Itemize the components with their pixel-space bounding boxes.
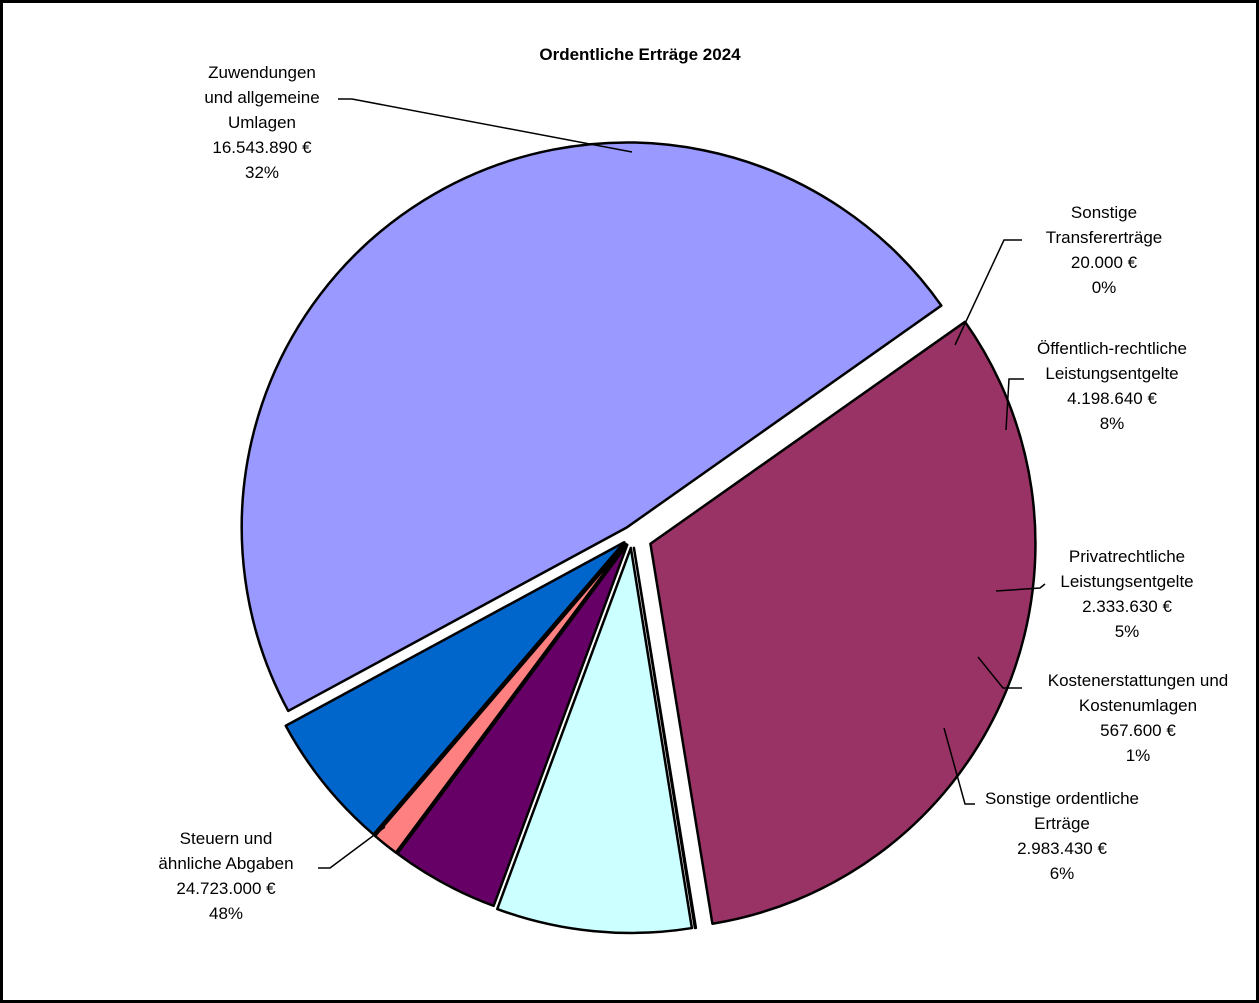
slice-label-name: Transfererträge bbox=[1046, 228, 1163, 247]
slice-label: Steuern und ähnliche Abgaben 24.723.000 € 4… bbox=[158, 829, 293, 923]
slice-percent-label: 48% bbox=[209, 904, 243, 923]
pie-slice-sonstige-transferertrage bbox=[632, 546, 698, 930]
pie-slice-privatrechtliche-leistungsentgelte bbox=[396, 543, 629, 908]
slice-label-name: Zuwendungen bbox=[208, 63, 316, 82]
slice-label-name: Umlagen bbox=[228, 113, 296, 132]
slice-label-name: Kostenumlagen bbox=[1079, 696, 1197, 715]
slice-label-name: Leistungsentgelte bbox=[1060, 572, 1193, 591]
slice-labels: Zuwendungen und allgemeine Umlagen 16.543.8… bbox=[158, 63, 1228, 923]
slice-value-label: 567.600 € bbox=[1100, 721, 1176, 740]
slice-percent-label: 32% bbox=[245, 163, 279, 182]
slice-percent-label: 0% bbox=[1092, 278, 1117, 297]
slice-percent-label: 6% bbox=[1050, 864, 1075, 883]
slice-label-name: ähnliche Abgaben bbox=[158, 854, 293, 873]
leader-line bbox=[1005, 378, 1024, 431]
leader-line bbox=[954, 239, 1022, 346]
slice-label: Sonstige ordentliche Erträge 2.983.430 € 6% bbox=[985, 789, 1139, 883]
pie-slice-kostenerstattungen-und-kostenumlagen bbox=[373, 542, 627, 854]
slice-label: Sonstige Transfererträge 20.000 € 0% bbox=[1046, 203, 1163, 297]
pie-slice-offentlich-rechtliche-leistungsentgelte bbox=[495, 546, 694, 935]
slice-label-name: Kostenerstattungen und bbox=[1048, 671, 1229, 690]
chart-title: Ordentliche Erträge 2024 bbox=[539, 45, 741, 64]
slice-label-name: Erträge bbox=[1034, 814, 1090, 833]
slice-percent-label: 8% bbox=[1100, 414, 1125, 433]
leader-line bbox=[318, 826, 386, 869]
slice-label: Zuwendungen und allgemeine Umlagen 16.543.8… bbox=[204, 63, 319, 182]
slice-label-name: Privatrechtliche bbox=[1069, 547, 1185, 566]
slice-label: Kostenerstattungen und Kostenumlagen 567.6… bbox=[1048, 671, 1229, 765]
pie-slice-zuwendungen-und-allgemeine-umlagen bbox=[649, 320, 1037, 925]
slice-label-name: Sonstige bbox=[1071, 203, 1137, 222]
slice-label: Privatrechtliche Leistungsentgelte 2.333.6… bbox=[1060, 547, 1193, 641]
slice-value-label: 2.333.630 € bbox=[1082, 597, 1172, 616]
slice-value-label: 4.198.640 € bbox=[1067, 389, 1157, 408]
leader-lines bbox=[318, 98, 1046, 869]
pie-slices bbox=[240, 141, 1037, 935]
slice-value-label: 2.983.430 € bbox=[1017, 839, 1107, 858]
pie-slice-steuern-und-ahnliche-abgaben bbox=[240, 141, 943, 713]
pie-slice-sonstige-ordentliche-ertrage bbox=[284, 541, 626, 836]
slice-label-name: Leistungsentgelte bbox=[1045, 364, 1178, 383]
slice-percent-label: 1% bbox=[1126, 746, 1151, 765]
leader-line bbox=[977, 656, 1022, 689]
slice-label-name: und allgemeine bbox=[204, 88, 319, 107]
slice-label-name: Steuern und bbox=[180, 829, 273, 848]
slice-value-label: 24.723.000 € bbox=[176, 879, 276, 898]
slice-label: Öffentlich-rechtliche Leistungsentgelte 4.… bbox=[1037, 339, 1187, 433]
slice-label-name: Öffentlich-rechtliche bbox=[1037, 339, 1187, 358]
slice-value-label: 20.000 € bbox=[1071, 253, 1138, 272]
leader-line bbox=[943, 727, 975, 805]
leader-line bbox=[995, 583, 1046, 592]
slice-label-name: Sonstige ordentliche bbox=[985, 789, 1139, 808]
slice-value-label: 16.543.890 € bbox=[212, 138, 312, 157]
leader-line bbox=[338, 98, 633, 153]
slice-percent-label: 5% bbox=[1115, 622, 1140, 641]
